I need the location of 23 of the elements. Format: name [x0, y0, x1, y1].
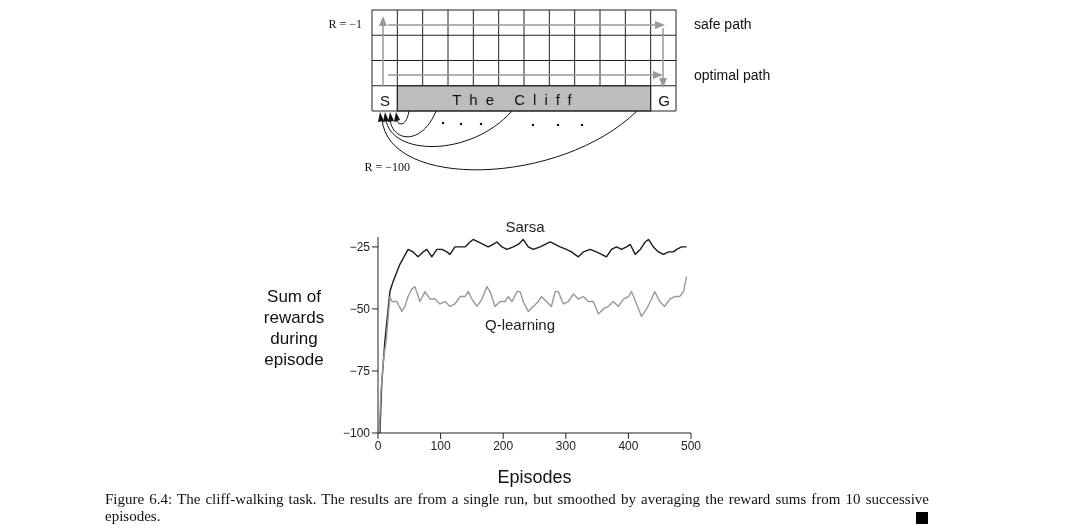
- x-tick-label: 100: [430, 438, 451, 453]
- x-tick-label: 0: [374, 438, 382, 453]
- series-label: Q-learning: [483, 316, 556, 333]
- line-series: [378, 276, 688, 433]
- x-tick-label: 200: [493, 438, 514, 453]
- text: G: [658, 92, 670, 109]
- x-axis-title: Episodes: [497, 467, 572, 487]
- y-axis-title: Sum of rewards during episode: [262, 286, 326, 370]
- series-label: Sarsa: [504, 218, 546, 235]
- caption: Figure 6.4: The cliff-walking task. The results are from a single run, but smoothed by averaging the reward sums from 10 successive episodes.: [105, 491, 929, 525]
- y-tick-label: −25: [349, 240, 371, 255]
- x-tick-label: 400: [618, 438, 639, 453]
- y-tick-label: −100: [342, 426, 371, 441]
- y-tick-label: −50: [349, 302, 371, 317]
- text: S: [379, 92, 391, 109]
- y-tick-label: −75: [349, 364, 371, 379]
- text: R = −100: [364, 160, 410, 174]
- text: The Cliff: [452, 91, 580, 108]
- text: optimal path: [694, 67, 771, 83]
- x-tick-label: 300: [555, 438, 577, 453]
- text: R = −1: [328, 17, 362, 31]
- x-tick-label: 500: [680, 438, 702, 453]
- text: safe path: [694, 16, 752, 32]
